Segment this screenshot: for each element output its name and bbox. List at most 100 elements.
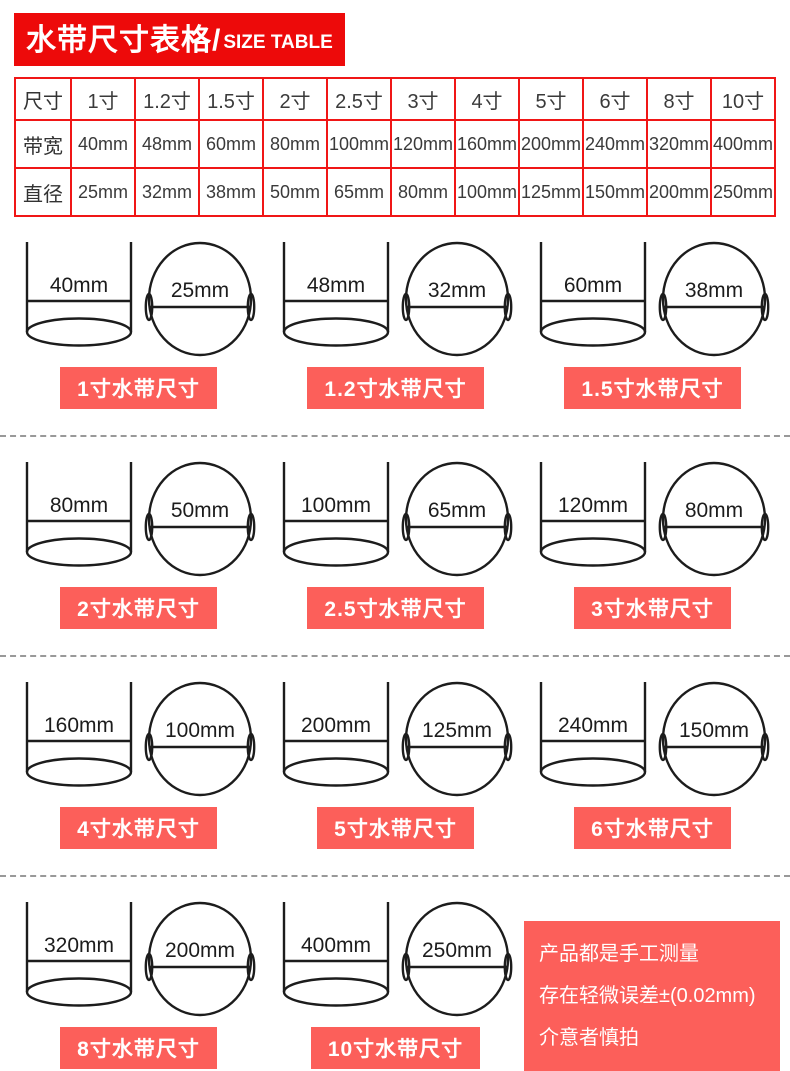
flat-width-value: 400mm [300,934,370,957]
hose-size-diagram: 60mm 38mm [539,241,769,357]
hose-circle-shape [144,461,255,577]
table-cell-band_width: 100mm [326,119,392,169]
table-cell-columns: 10寸 [710,77,776,121]
flat-hose-shape [282,462,389,567]
table-cell-diameter: 50mm [262,167,328,217]
flat-hose-shape [25,462,132,567]
diameter-value: 25mm [170,279,228,302]
hose-diagram-cell: 200mm 125mm 5寸水带尺寸 [267,677,524,849]
table-cell-columns: 3寸 [390,77,456,121]
hose-circle-shape [144,241,255,357]
hose-circle-shape [658,681,769,797]
table-cell-band_width: 40mm [70,119,136,169]
hose-diagram-cell: 320mm 200mm 8寸水带尺寸 [10,897,267,1071]
size-label: 2.5寸水带尺寸 [307,587,484,629]
flat-width-value: 80mm [49,494,107,517]
table-cell-diameter: 32mm [134,167,200,217]
flat-hose-shape [282,242,389,347]
hose-diagram-cell: 60mm 38mm 1.5寸水带尺寸 [524,237,781,409]
table-cell-band_width: 240mm [582,119,648,169]
hose-size-diagram: 48mm 32mm [282,241,512,357]
hose-diagram-cell: 80mm 50mm 2寸水带尺寸 [10,457,267,629]
hose-circle-shape [401,681,512,797]
table-cell-diameter: 38mm [198,167,264,217]
hose-circle-shape [658,461,769,577]
hose-size-diagram: 320mm 200mm [25,901,255,1017]
table-cell-columns: 1.5寸 [198,77,264,121]
table-cell-columns: 5寸 [518,77,584,121]
hose-circle-shape [401,241,512,357]
table-cell-band_width: 120mm [390,119,456,169]
flat-width-value: 100mm [300,494,370,517]
hose-circle-shape [401,901,512,1017]
diagram-row-1: 40mm 25mm 1寸水带尺寸 48mm [0,237,790,409]
hose-size-diagram: 100mm 65mm [282,461,512,577]
hose-diagram-cell: 100mm 65mm 2.5寸水带尺寸 [267,457,524,629]
table-cell-columns: 1寸 [70,77,136,121]
hose-size-diagram: 40mm 25mm [25,241,255,357]
table-row-header: 尺寸 [14,77,72,121]
hose-diagram-cell: 48mm 32mm 1.2寸水带尺寸 [267,237,524,409]
flat-hose-shape [282,682,389,787]
table-cell-columns: 2寸 [262,77,328,121]
hose-size-diagram: 160mm 100mm [25,681,255,797]
diameter-value: 250mm [421,939,491,962]
table-row: 尺寸 1寸 1.2寸 1.5寸 2寸 2.5寸 3寸 4寸 5寸 6寸 8寸 10寸 [14,77,776,121]
flat-width-value: 320mm [43,934,113,957]
flat-hose-shape [25,682,132,787]
dashed-divider [0,435,790,437]
diameter-value: 50mm [170,499,228,522]
size-label: 1.5寸水带尺寸 [564,367,741,409]
table-cell-band_width: 400mm [710,119,776,169]
table-cell-columns: 6寸 [582,77,648,121]
flat-width-value: 120mm [557,494,627,517]
flat-hose-shape [539,462,646,567]
table-cell-columns: 8寸 [646,77,712,121]
diameter-value: 38mm [684,279,742,302]
flat-width-value: 48mm [306,274,364,297]
diagram-row-3: 160mm 100mm 4寸水带尺寸 200mm [0,677,790,849]
table-cell-diameter: 200mm [646,167,712,217]
flat-width-value: 240mm [557,714,627,737]
page-title-english: SIZE TABLE [223,32,333,53]
size-label: 3寸水带尺寸 [574,587,731,629]
diameter-value: 100mm [164,719,234,742]
table-cell-band_width: 48mm [134,119,200,169]
table-row: 直径 25mm 32mm 38mm 50mm 65mm 80mm 100mm 125mm 150m… [14,167,776,217]
table-row: 带宽 40mm 48mm 60mm 80mm 100mm 120mm 160mm 200mm 24… [14,119,776,169]
table-cell-diameter: 125mm [518,167,584,217]
table-cell-columns: 4寸 [454,77,520,121]
hose-diagram-cell: 400mm 250mm 10寸水带尺寸 [267,897,524,1071]
table-row-header: 直径 [14,167,72,217]
table-cell-band_width: 80mm [262,119,328,169]
flat-width-value: 200mm [300,714,370,737]
table-cell-columns: 2.5寸 [326,77,392,121]
table-cell-diameter: 150mm [582,167,648,217]
hose-diagram-cell: 160mm 100mm 4寸水带尺寸 [10,677,267,849]
size-label: 4寸水带尺寸 [60,807,217,849]
hose-size-diagram: 80mm 50mm [25,461,255,577]
hose-size-diagram: 200mm 125mm [282,681,512,797]
table-cell-band_width: 160mm [454,119,520,169]
size-label: 10寸水带尺寸 [310,1027,481,1069]
size-label: 1.2寸水带尺寸 [307,367,484,409]
flat-width-value: 60mm [563,274,621,297]
table-row-header: 带宽 [14,119,72,169]
size-label: 1寸水带尺寸 [60,367,217,409]
diameter-value: 150mm [678,719,748,742]
table-cell-band_width: 60mm [198,119,264,169]
diameter-value: 125mm [421,719,491,742]
diameter-value: 80mm [684,499,742,522]
hose-circle-shape [144,901,255,1017]
dashed-divider [0,655,790,657]
hose-circle-shape [658,241,769,357]
size-label: 5寸水带尺寸 [317,807,474,849]
size-label: 6寸水带尺寸 [574,807,731,849]
diagram-row-2: 80mm 50mm 2寸水带尺寸 100mm [0,457,790,629]
dashed-divider [0,875,790,877]
flat-hose-shape [25,242,132,347]
hose-diagram-cell: 40mm 25mm 1寸水带尺寸 [10,237,267,409]
flat-hose-shape [282,902,389,1007]
diagram-row-4: 产品都是手工测量 存在轻微误差±(0.02mm) 介意者慎拍 320mm 200… [0,897,790,1071]
size-label: 2寸水带尺寸 [60,587,217,629]
